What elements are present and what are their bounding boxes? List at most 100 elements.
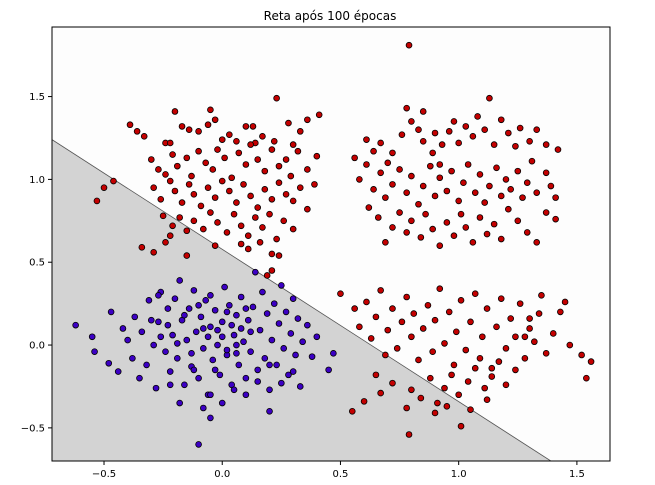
data-point-class-1 bbox=[235, 361, 243, 369]
data-point-class-0 bbox=[377, 139, 384, 147]
data-point-class-0 bbox=[497, 116, 505, 124]
data-point-class-1 bbox=[181, 311, 188, 319]
data-point-class-1 bbox=[230, 386, 238, 394]
data-point-class-0 bbox=[261, 186, 269, 193]
data-point-class-1 bbox=[88, 333, 96, 341]
data-point-class-1 bbox=[270, 300, 278, 307]
data-point-class-1 bbox=[174, 340, 181, 347]
data-point-class-0 bbox=[455, 197, 462, 205]
data-point-class-0 bbox=[455, 139, 462, 147]
data-point-class-0 bbox=[351, 305, 358, 312]
data-point-class-0 bbox=[434, 399, 441, 407]
data-point-class-0 bbox=[455, 391, 462, 399]
data-point-class-0 bbox=[514, 167, 522, 175]
data-point-class-0 bbox=[266, 210, 273, 218]
data-point-class-0 bbox=[493, 164, 500, 172]
data-point-class-0 bbox=[304, 166, 311, 173]
data-point-class-0 bbox=[218, 136, 226, 143]
data-point-class-0 bbox=[259, 133, 266, 140]
data-point-class-0 bbox=[178, 123, 186, 130]
data-point-class-0 bbox=[372, 371, 380, 379]
data-point-class-0 bbox=[166, 177, 174, 185]
data-point-class-0 bbox=[337, 290, 344, 297]
data-point-class-0 bbox=[495, 358, 503, 365]
data-point-class-1 bbox=[233, 341, 240, 349]
x-axis: −0.5 0.0 0.5 1.0 1.5 bbox=[92, 461, 585, 480]
data-point-class-0 bbox=[356, 176, 363, 183]
data-point-class-0 bbox=[552, 194, 559, 201]
data-point-class-0 bbox=[133, 128, 141, 135]
data-point-class-0 bbox=[249, 123, 257, 130]
data-point-class-1 bbox=[207, 292, 214, 299]
data-point-class-1 bbox=[190, 287, 198, 294]
data-point-class-1 bbox=[280, 345, 288, 352]
data-point-class-0 bbox=[226, 131, 233, 138]
data-point-class-1 bbox=[174, 354, 181, 362]
data-point-class-0 bbox=[188, 172, 195, 180]
data-point-class-1 bbox=[129, 354, 136, 362]
data-point-class-0 bbox=[304, 205, 311, 213]
data-point-class-0 bbox=[476, 214, 484, 221]
data-point-class-1 bbox=[266, 361, 273, 369]
data-point-class-0 bbox=[521, 333, 529, 341]
data-point-class-0 bbox=[528, 157, 536, 165]
data-point-class-1 bbox=[304, 321, 311, 329]
data-point-class-1 bbox=[183, 336, 191, 344]
data-point-class-0 bbox=[403, 229, 410, 236]
data-point-class-1 bbox=[136, 374, 143, 382]
data-point-class-1 bbox=[152, 384, 160, 392]
data-point-class-0 bbox=[268, 146, 276, 153]
data-point-class-1 bbox=[150, 341, 157, 349]
data-point-class-1 bbox=[285, 371, 292, 379]
plot-frame bbox=[51, 26, 611, 462]
data-point-class-0 bbox=[476, 171, 484, 178]
data-point-class-1 bbox=[256, 326, 264, 334]
data-point-class-0 bbox=[261, 167, 269, 175]
data-point-class-1 bbox=[237, 325, 245, 332]
data-point-class-0 bbox=[443, 219, 451, 226]
data-point-class-0 bbox=[247, 192, 254, 200]
data-point-class-0 bbox=[486, 94, 493, 102]
data-point-class-0 bbox=[207, 209, 214, 216]
data-point-class-1 bbox=[308, 353, 316, 360]
y-axis: −0.5 0.0 0.5 1.0 1.5 bbox=[21, 92, 52, 434]
data-point-class-1 bbox=[207, 414, 214, 422]
data-point-class-0 bbox=[469, 133, 477, 140]
data-point-class-0 bbox=[422, 210, 429, 218]
data-point-class-1 bbox=[202, 297, 209, 304]
data-point-class-0 bbox=[460, 179, 467, 187]
data-point-class-1 bbox=[278, 379, 285, 387]
data-point-class-0 bbox=[169, 222, 176, 230]
data-point-class-0 bbox=[370, 186, 377, 193]
data-point-class-1 bbox=[207, 323, 214, 331]
data-point-class-0 bbox=[502, 381, 510, 389]
data-point-class-1 bbox=[195, 441, 202, 448]
data-point-class-0 bbox=[289, 197, 297, 205]
data-point-class-0 bbox=[254, 204, 262, 211]
data-point-class-0 bbox=[240, 181, 247, 188]
data-point-class-0 bbox=[155, 166, 162, 173]
data-point-class-0 bbox=[185, 181, 193, 188]
data-point-class-0 bbox=[523, 179, 531, 187]
data-point-class-0 bbox=[512, 333, 519, 341]
data-point-class-1 bbox=[289, 295, 297, 302]
data-point-class-1 bbox=[148, 316, 155, 324]
data-point-class-0 bbox=[273, 235, 280, 243]
data-point-class-0 bbox=[471, 189, 479, 196]
data-point-class-0 bbox=[523, 229, 531, 236]
data-point-class-0 bbox=[174, 162, 181, 170]
data-point-class-1 bbox=[185, 305, 193, 312]
data-point-class-0 bbox=[502, 345, 510, 352]
data-point-class-0 bbox=[488, 373, 496, 380]
data-point-class-1 bbox=[273, 361, 280, 369]
data-point-class-0 bbox=[289, 141, 297, 148]
data-point-class-1 bbox=[181, 381, 188, 389]
data-point-class-0 bbox=[235, 149, 243, 157]
data-point-class-1 bbox=[233, 311, 240, 319]
data-point-class-1 bbox=[145, 297, 153, 304]
data-point-class-0 bbox=[221, 154, 228, 162]
data-point-class-0 bbox=[185, 126, 193, 134]
data-point-class-0 bbox=[157, 195, 165, 203]
data-point-class-0 bbox=[372, 313, 380, 321]
data-point-class-0 bbox=[481, 199, 488, 206]
